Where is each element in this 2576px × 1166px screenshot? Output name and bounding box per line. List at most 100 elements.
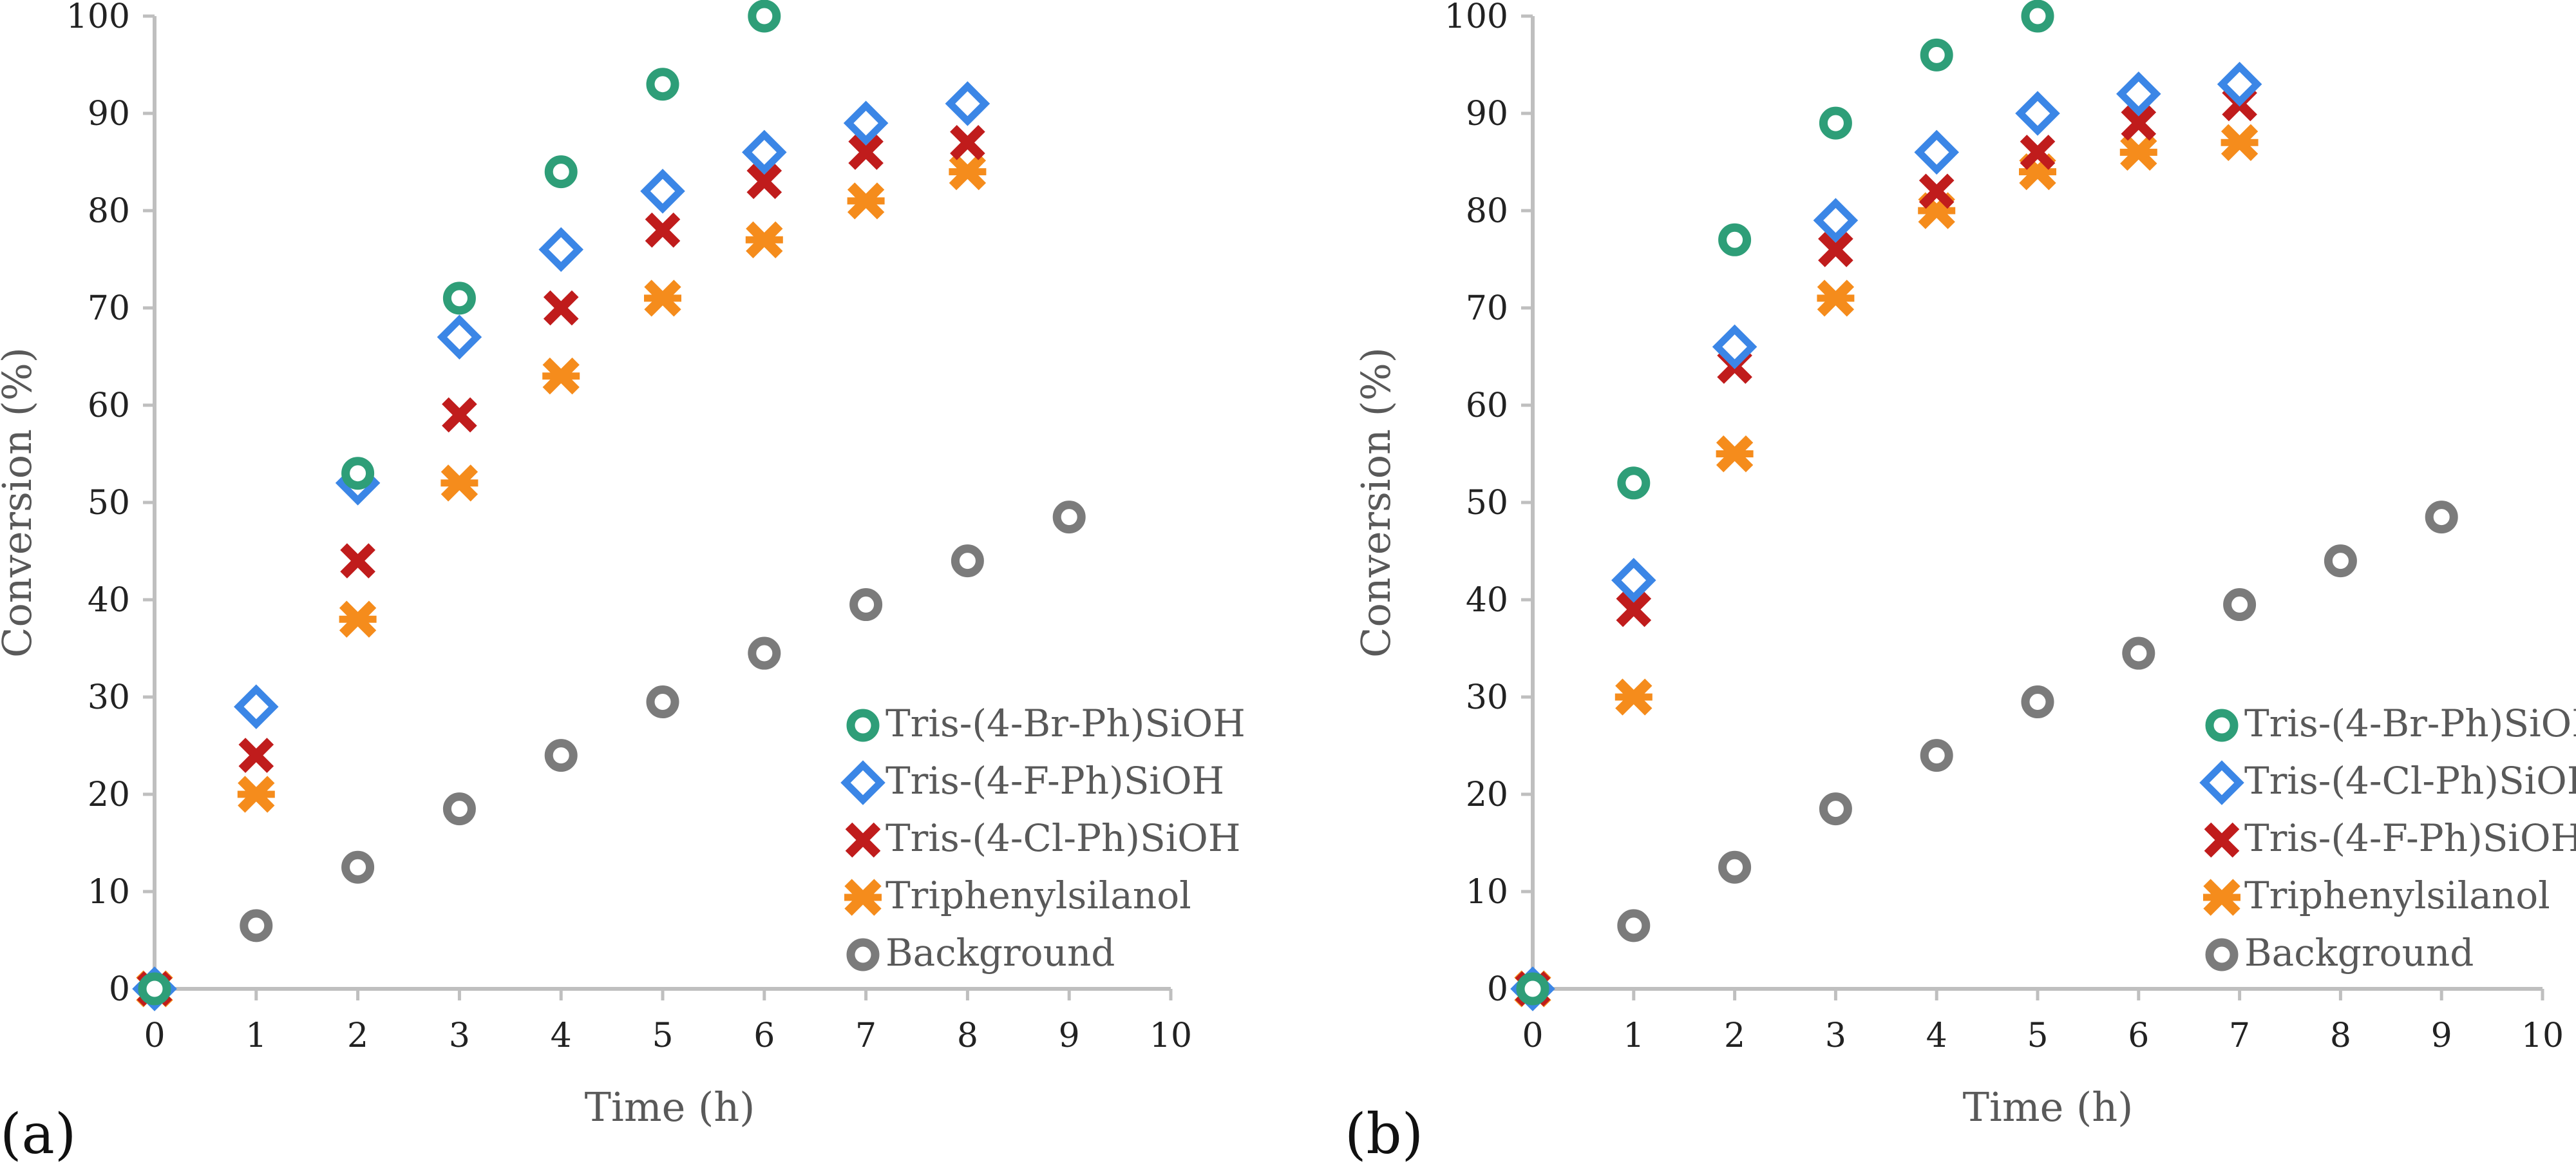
data-point [341, 850, 375, 884]
data-point [646, 685, 679, 719]
data-point [2425, 501, 2458, 534]
legend-marker [2205, 709, 2239, 742]
y-tick-label: 70 [1466, 289, 1508, 328]
legend-symbol [846, 709, 880, 742]
y-tick-label: 80 [1466, 192, 1508, 231]
legend-symbol [844, 879, 882, 916]
data-point [950, 124, 985, 160]
data-point [1516, 972, 1549, 1006]
legend-entry: Background [2205, 931, 2474, 975]
data-point [1617, 909, 1651, 942]
panel-a: (a) Time (h) Conversion (%) 0 1 2 3 4 5 6 7 8 9 10… [0, 0, 1245, 1166]
y-tick-label: 20 [88, 776, 130, 814]
y-tick-label: 90 [1466, 95, 1508, 133]
legend-entry: Tris-(4-Br-Ph)SiOH [2205, 702, 2576, 745]
data-point [138, 972, 171, 1006]
x-tick-label: 2 [347, 1017, 368, 1055]
legend-symbol [2203, 879, 2240, 916]
y-tick-label: 30 [88, 678, 130, 717]
x-tick-label: 7 [2229, 1017, 2250, 1055]
data-point [442, 792, 476, 826]
y-tick-labels: 0 10 20 30 40 50 60 70 80 90 100 [66, 0, 130, 1009]
data-point [951, 544, 984, 578]
data-points [1510, 0, 2458, 1011]
legend-entry: Triphenylsilanol [2203, 874, 2550, 917]
data-point [1920, 38, 1953, 72]
panel-label: (b) [1345, 1102, 1423, 1166]
x-tick-label: 0 [1522, 1017, 1543, 1055]
data-point [945, 81, 990, 126]
x-tick-label: 10 [1150, 1017, 1192, 1055]
data-point [339, 600, 377, 638]
legend-entry: Tris-(4-Cl-Ph)SiOH [2199, 759, 2576, 805]
data-point [440, 464, 478, 502]
legend-symbol [845, 822, 881, 858]
data-point [1716, 435, 1754, 473]
data-point [1920, 739, 1953, 772]
data-point [2116, 72, 2161, 117]
data-point [748, 0, 781, 33]
y-tick-label: 50 [1466, 484, 1508, 522]
y-tick-label: 100 [66, 0, 130, 36]
legend-label: Tris-(4-F-Ph)SiOH [2244, 816, 2576, 860]
data-point [1617, 466, 1651, 500]
y-tick-label: 100 [1444, 0, 1508, 36]
data-point [746, 164, 782, 200]
data-point [847, 182, 885, 220]
y-tick-label: 70 [88, 289, 130, 328]
data-point [1819, 792, 1852, 826]
data-point [1712, 324, 1757, 370]
data-point [2021, 685, 2054, 719]
y-tick-label: 60 [1466, 387, 1508, 425]
data-point [543, 290, 579, 326]
data-point [1616, 591, 1652, 627]
legend-marker [2199, 760, 2244, 805]
legend-label: Tris-(4-F-Ph)SiOH [886, 759, 1224, 803]
legend-label: Background [2244, 931, 2474, 975]
x-tick-label: 4 [1926, 1017, 1947, 1055]
data-points [132, 0, 1086, 1011]
data-point [2223, 588, 2257, 622]
x-tick-label: 5 [2027, 1017, 2048, 1055]
legend-marker [2205, 938, 2239, 971]
legend-marker [846, 938, 880, 971]
x-tick-label: 5 [652, 1017, 673, 1055]
x-tick-label: 10 [2521, 1017, 2564, 1055]
data-point [341, 457, 375, 490]
x-tick-label: 9 [1059, 1017, 1080, 1055]
y-tick-label: 0 [1487, 970, 1508, 1009]
x-tick-labels: 0 1 2 3 4 5 6 7 8 9 10 [144, 1017, 1192, 1055]
legend-marker [846, 709, 880, 742]
legend-marker [2204, 822, 2240, 858]
data-point [645, 212, 681, 248]
legend-label: Triphenylsilanol [2244, 874, 2550, 917]
data-point [745, 221, 783, 258]
data-point [848, 135, 884, 170]
legend-label: Background [886, 931, 1115, 975]
data-point [644, 280, 681, 317]
legend-marker [845, 822, 881, 858]
x-axis-title: Time (h) [1963, 1084, 2134, 1131]
x-tick-label: 7 [855, 1017, 876, 1055]
data-point [2217, 61, 2262, 107]
data-point [544, 155, 578, 189]
data-point [2015, 91, 2060, 136]
data-point [748, 636, 781, 670]
y-tick-label: 40 [1466, 581, 1508, 620]
data-point [2119, 133, 2157, 171]
data-point [2221, 124, 2259, 161]
legend-marker [2203, 879, 2240, 916]
legend-symbol [2205, 938, 2239, 971]
y-tick-labels: 0 10 20 30 40 50 60 70 80 90 100 [1444, 0, 1508, 1009]
data-point [1914, 129, 1959, 175]
legend-symbol [846, 938, 880, 971]
x-axis-title: Time (h) [585, 1084, 755, 1131]
data-point [340, 543, 375, 578]
x-tick-label: 1 [245, 1017, 267, 1055]
data-point [2122, 636, 2155, 670]
data-point [742, 129, 787, 175]
data-point [2324, 544, 2357, 578]
y-tick-label: 80 [88, 192, 130, 231]
legend-entry: Tris-(4-Br-Ph)SiOH [846, 702, 1245, 745]
